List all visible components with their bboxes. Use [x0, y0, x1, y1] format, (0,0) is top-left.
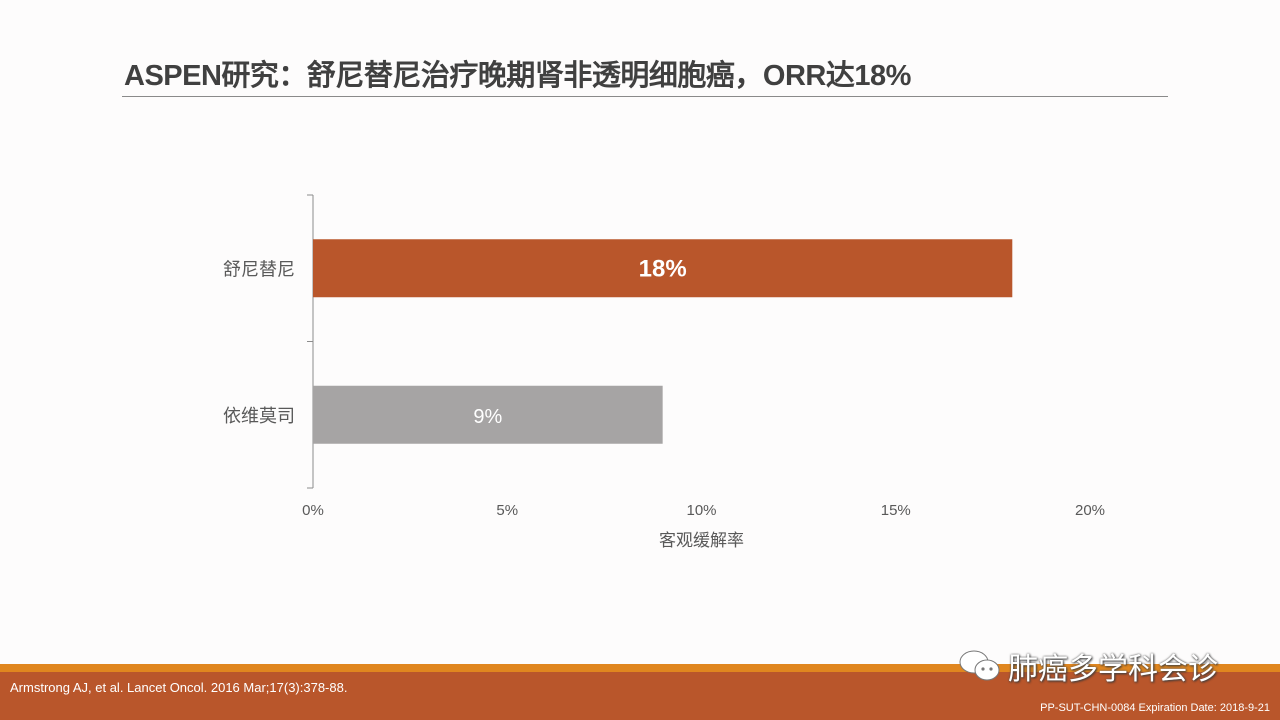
footer-stripe — [0, 664, 1280, 672]
x-tick-label: 5% — [496, 502, 518, 519]
wechat-icon — [959, 650, 1000, 681]
title-divider — [122, 96, 1168, 97]
x-tick-label: 15% — [881, 502, 911, 519]
watermark: 肺癌多学科会诊 — [958, 644, 1218, 688]
x-tick-label: 10% — [686, 502, 716, 519]
bar — [313, 385, 663, 444]
footer-band — [0, 672, 1280, 720]
x-tick-label: 20% — [1075, 502, 1105, 519]
x-tick-label: 0% — [302, 502, 324, 519]
watermark-text: 肺癌多学科会诊 — [1008, 653, 1218, 686]
document-code: PP-SUT-CHN-0084 Expiration Date: 2018-9-… — [1040, 702, 1270, 714]
bar-chart: 18% 舒尼替尼 9% 依维莫司 0% 5% 10% 15% 20% 客观缓解率 — [223, 194, 1105, 551]
slide-title: ASPEN研究：舒尼替尼治疗晚期肾非透明细胞癌，ORR达18% — [124, 60, 911, 92]
data-label: 18% — [639, 255, 687, 282]
category-label: 舒尼替尼 — [223, 259, 295, 280]
x-axis-title: 客观缓解率 — [659, 531, 744, 551]
bar — [313, 239, 1013, 298]
data-label: 9% — [473, 406, 502, 428]
citation: Armstrong AJ, et al. Lancet Oncol. 2016 … — [10, 680, 348, 695]
category-label: 依维莫司 — [223, 406, 295, 427]
